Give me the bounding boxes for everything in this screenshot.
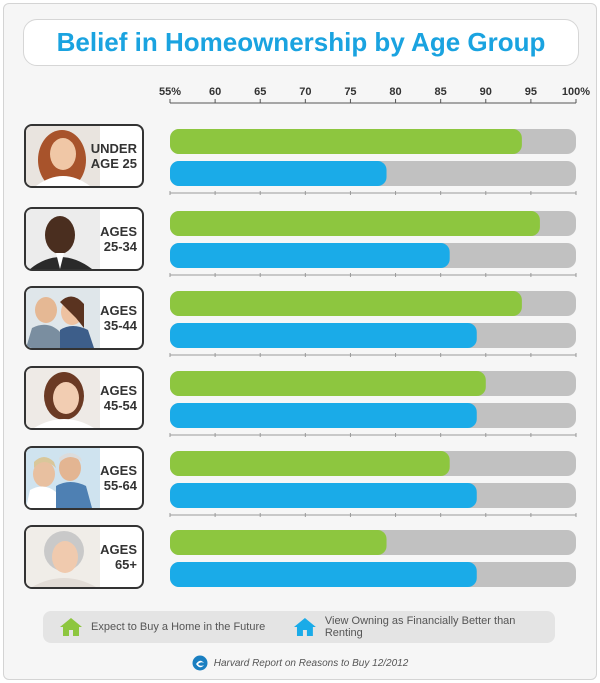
- age-label: AGES 55-64: [100, 448, 137, 508]
- bar-better: [170, 562, 477, 587]
- age-card-25-34: AGES 25-34: [24, 207, 144, 271]
- axis-tick-label: 90: [480, 86, 492, 98]
- axis-tick-label: 95: [525, 86, 537, 98]
- axis-tick-label: 65: [254, 86, 266, 98]
- portrait-photo: [26, 126, 100, 186]
- bar-expect: [170, 451, 450, 476]
- portrait-photo: [26, 527, 100, 587]
- source-text: Harvard Report on Reasons to Buy 12/2012: [213, 657, 409, 669]
- axis-tick-label: 85: [435, 86, 447, 98]
- age-label-line1: AGES: [100, 383, 137, 398]
- age-label: UNDER AGE 25: [91, 126, 137, 186]
- bar-better: [170, 483, 477, 508]
- bar-expect: [170, 291, 522, 316]
- bar-expect: [170, 129, 522, 154]
- age-label-line2: 45-54: [103, 398, 137, 413]
- age-label: AGES 25-34: [100, 209, 137, 269]
- house-icon: [293, 618, 316, 636]
- axis-tick-label: 60: [209, 86, 221, 98]
- house-icon: [60, 618, 82, 636]
- axis-tick-label: 100%: [562, 86, 590, 98]
- age-label-line2: 35-44: [103, 318, 137, 333]
- axis-tick-label: 70: [299, 86, 311, 98]
- age-label-line2: AGE 25: [90, 156, 137, 171]
- portrait-photo: [26, 368, 100, 428]
- legend-label-expect: Expect to Buy a Home in the Future: [91, 621, 266, 633]
- age-label: AGES 65+: [100, 527, 137, 587]
- age-label-line1: AGES: [100, 303, 137, 318]
- age-card-35-44: AGES 35-44: [24, 286, 144, 350]
- globe-logo-icon: [192, 655, 208, 671]
- age-label-line1: AGES: [100, 542, 137, 557]
- bar-better: [170, 161, 387, 186]
- age-label: AGES 45-54: [100, 368, 137, 428]
- bar-expect: [170, 530, 387, 555]
- chart-title: Belief in Homeownership by Age Group: [56, 27, 546, 57]
- chart-area: 55% 60 65 70 75 80 85 90 95 100%: [159, 86, 590, 587]
- bar-expect: [170, 371, 486, 396]
- portrait-photo: [26, 209, 100, 269]
- age-label-line1: UNDER: [90, 141, 137, 156]
- bar-better: [170, 403, 477, 428]
- age-label-line2: 65+: [114, 557, 137, 572]
- portrait-photo: [26, 288, 100, 348]
- bar-better: [170, 323, 477, 348]
- bar-expect: [170, 211, 540, 236]
- axis-tick-label: 80: [389, 86, 401, 98]
- age-card-under-25: UNDER AGE 25: [24, 124, 144, 188]
- legend-item-expect: Expect to Buy a Home in the Future: [59, 611, 265, 643]
- age-label: AGES 35-44: [100, 288, 137, 348]
- age-card-65-plus: AGES 65+: [24, 525, 144, 589]
- source-note: Harvard Report on Reasons to Buy 12/2012: [0, 655, 600, 671]
- age-label-line1: AGES: [100, 463, 137, 478]
- age-label-line2: 25-34: [103, 239, 137, 254]
- axis-tick-label: 75: [344, 86, 356, 98]
- age-label-line1: AGES: [100, 224, 137, 239]
- bar-better: [170, 243, 450, 268]
- portrait-photo: [26, 448, 100, 508]
- title-box: Belief in Homeownership by Age Group: [23, 19, 579, 66]
- legend-item-better: View Owning as Financially Better than R…: [293, 611, 555, 643]
- axis-tick-label: 55%: [159, 86, 181, 98]
- age-card-55-64: AGES 55-64: [24, 446, 144, 510]
- legend-label-better: View Owning as Financially Better than R…: [324, 615, 516, 639]
- legend: Expect to Buy a Home in the Future View …: [43, 611, 555, 643]
- age-card-45-54: AGES 45-54: [24, 366, 144, 430]
- age-label-line2: 55-64: [103, 478, 137, 493]
